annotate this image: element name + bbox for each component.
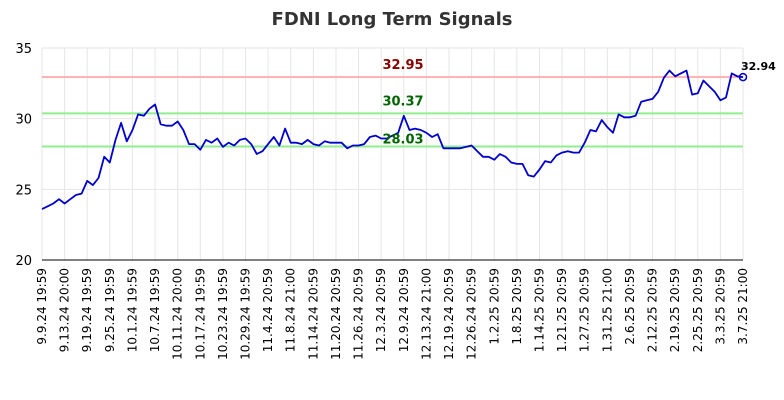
resistance-label: 32.95 bbox=[382, 58, 423, 73]
x-tick-label: 12.9.24 20:59 bbox=[397, 268, 411, 352]
grid bbox=[41, 47, 744, 261]
x-tick-label: 1.8.25 20:59 bbox=[510, 268, 524, 345]
y-tick-label: 25 bbox=[15, 183, 32, 198]
x-tick-label: 11.26.24 20:59 bbox=[352, 268, 366, 360]
x-tick-label: 11.4.24 20:59 bbox=[261, 268, 275, 352]
x-tick-label: 12.13.24 21:00 bbox=[419, 268, 433, 360]
x-tick-label: 11.8.24 21:00 bbox=[284, 268, 298, 352]
support-high-label: 30.37 bbox=[382, 94, 423, 109]
x-tick-label: 1.27.25 20:59 bbox=[578, 268, 592, 352]
x-tick-label: 10.1.24 19:59 bbox=[125, 268, 139, 352]
price-line bbox=[41, 69, 744, 210]
x-tick-label: 1.31.25 21:00 bbox=[600, 268, 614, 352]
x-tick-label: 10.29.24 19:59 bbox=[239, 268, 253, 360]
annotations: 32.95 30.37 28.03 32.94 bbox=[382, 58, 776, 148]
x-tick-label: 11.20.24 20:59 bbox=[329, 268, 343, 360]
x-tick-label: 10.23.24 19:59 bbox=[216, 268, 230, 360]
axes: 20 25 30 35 9.9.24 19:59 9.13.24 20:00 9.19.24… bbox=[15, 42, 750, 360]
x-tick-label: 9.19.24 19:59 bbox=[80, 268, 94, 352]
last-value-label: 32.94 bbox=[741, 60, 776, 73]
x-tick-label: 10.7.24 19:59 bbox=[148, 268, 162, 352]
y-tick-label: 30 bbox=[15, 113, 32, 128]
x-tick-label: 12.3.24 20:59 bbox=[374, 268, 388, 352]
x-tick-label: 1.21.25 20:59 bbox=[555, 268, 569, 352]
x-tick-label: 2.12.25 20:59 bbox=[646, 268, 660, 352]
y-tick-label: 35 bbox=[15, 42, 32, 57]
x-tick-label: 9.25.24 19:59 bbox=[103, 268, 117, 352]
x-tick-label: 3.3.25 20:59 bbox=[713, 268, 727, 345]
price-series bbox=[41, 69, 748, 210]
x-tick-label: 10.11.24 20:00 bbox=[171, 268, 185, 360]
support-low-label: 28.03 bbox=[382, 133, 423, 148]
x-tick-label: 1.14.25 20:59 bbox=[532, 268, 546, 352]
last-point-marker bbox=[738, 72, 748, 82]
x-tick-label: 10.17.24 19:59 bbox=[193, 268, 207, 360]
x-tick-label: 12.26.24 20:59 bbox=[465, 268, 479, 360]
x-tick-label: 3.7.25 21:00 bbox=[736, 268, 750, 345]
x-tick-label: 1.2.25 20:59 bbox=[487, 268, 501, 345]
x-tick-label: 9.9.24 19:59 bbox=[35, 268, 49, 345]
chart-title: FDNI Long Term Signals bbox=[272, 9, 513, 30]
signal-levels bbox=[42, 75, 743, 148]
y-tick-label: 20 bbox=[15, 254, 32, 269]
x-tick-label: 9.13.24 20:00 bbox=[58, 268, 72, 352]
x-tick-label: 2.25.25 20:59 bbox=[691, 268, 705, 352]
x-tick-label: 12.19.24 20:59 bbox=[442, 268, 456, 360]
x-tick-label: 2.6.25 20:59 bbox=[623, 268, 637, 345]
x-tick-label: 2.19.25 20:59 bbox=[668, 268, 682, 352]
x-tick-label: 11.14.24 20:59 bbox=[306, 268, 320, 360]
